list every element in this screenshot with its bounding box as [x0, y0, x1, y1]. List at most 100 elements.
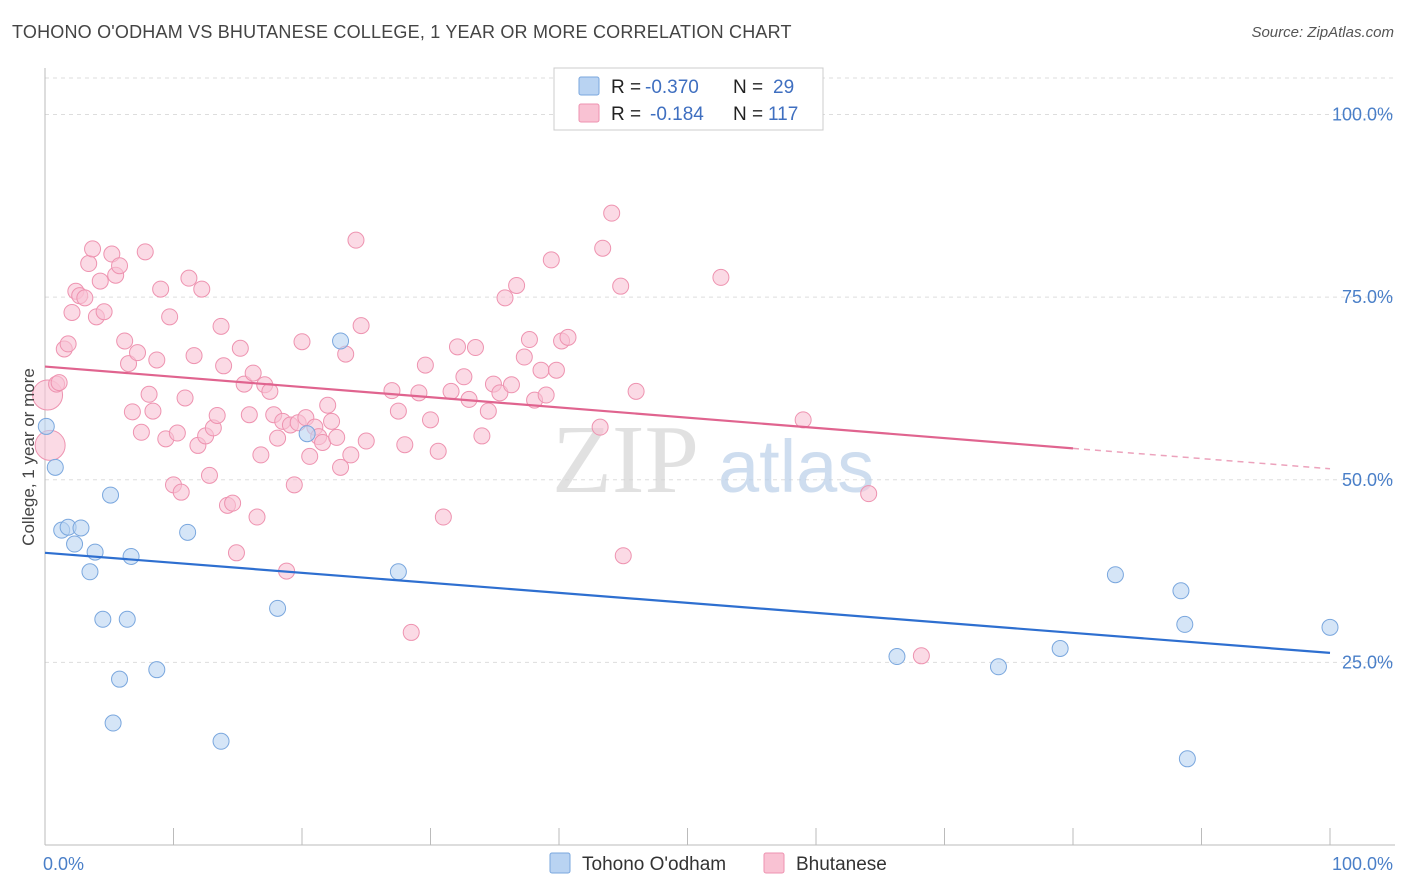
bhutanese-point-69: [323, 412, 341, 430]
bhutanese-point-112: [627, 382, 645, 400]
bhutanese-point-79: [396, 436, 414, 454]
tohono-point-13: [122, 547, 140, 565]
source-label: Source: ZipAtlas.com: [1251, 24, 1394, 41]
bhutanese-point-64: [301, 447, 319, 465]
bhutanese-point-92: [479, 402, 497, 420]
tohono-point-24: [1106, 566, 1124, 584]
bhutanese-point-107: [591, 418, 609, 436]
bhutanese-point-34: [180, 269, 198, 287]
bhutanese-point-68: [319, 396, 337, 414]
bhutanese-point-73: [342, 446, 360, 464]
chart-title: TOHONO O'ODHAM VS BHUTANESE COLLEGE, 1 Y…: [12, 22, 792, 42]
y-axis-label: College, 1 year or more: [19, 368, 38, 546]
bhutanese-point-42: [212, 317, 230, 335]
bhutanese-point-106: [559, 328, 577, 346]
legend-r-value-blue: -0.370: [645, 77, 699, 98]
tohono-point-27: [1178, 750, 1196, 768]
bhutanese-point-67: [314, 434, 332, 452]
bhutanese-point-91: [473, 427, 491, 445]
bhutanese-point-71: [332, 458, 350, 476]
bhutanese-point-17: [111, 257, 129, 275]
legend-r-value-pink: -0.184: [650, 104, 704, 125]
bottom-legend-pink-swatch: [763, 852, 785, 874]
bhutanese-point-26: [148, 351, 166, 369]
bhutanese-point-19: [120, 355, 138, 373]
bhutanese-point-3: [50, 374, 68, 392]
tohono-trend-line: [44, 551, 1331, 654]
bhutanese-point-75: [352, 317, 370, 335]
correlation-legend: R = -0.370 N = 29 R = -0.184 N = 117: [553, 67, 824, 131]
bhutanese-point-99: [520, 331, 538, 349]
bhutanese-point-90: [466, 339, 484, 357]
bhutanese-point-94: [491, 384, 509, 402]
bhutanese-trend-line: [44, 365, 1074, 450]
bottom-legend-tohono: Tohono O'odham: [582, 854, 726, 875]
tohono-point-17: [269, 599, 287, 617]
bhutanese-point-29: [161, 308, 179, 326]
bhutanese-point-6: [63, 303, 81, 321]
legend-r-label-blue: R =: [611, 77, 641, 98]
legend-pink-swatch: [578, 103, 600, 123]
legend-n-label-blue: N =: [733, 77, 763, 98]
bhutanese-point-47: [231, 339, 249, 357]
bhutanese-point-23: [136, 243, 154, 261]
tohono-point-26: [1176, 615, 1194, 633]
bhutanese-point-14: [95, 303, 113, 321]
bhutanese-point-95: [496, 289, 514, 307]
legend-n-value-pink: 117: [768, 104, 798, 125]
tohono-point-1: [46, 458, 64, 476]
tohono-point-22: [989, 658, 1007, 676]
y-tick-label-50: 50.0%: [1342, 470, 1393, 490]
bhutanese-point-43: [215, 357, 233, 375]
bhutanese-point-113: [712, 268, 730, 286]
tohono-point-8: [94, 610, 112, 628]
bhutanese-point-24: [140, 385, 158, 403]
bhutanese-point-116: [912, 647, 930, 665]
tohono-point-12: [118, 610, 136, 628]
bhutanese-point-11: [84, 240, 102, 258]
bhutanese-point-20: [123, 403, 141, 421]
watermark-atlas: atlas: [718, 425, 874, 508]
bhutanese-point-98: [515, 348, 533, 366]
bhutanese-point-81: [410, 384, 428, 402]
bhutanese-point-101: [532, 361, 550, 379]
bhutanese-point-87: [448, 338, 466, 356]
tohono-point-14: [148, 661, 166, 679]
bhutanese-point-25: [144, 402, 162, 420]
trend-lines: [44, 365, 1331, 654]
bhutanese-point-15: [103, 245, 121, 263]
bhutanese-point-49: [240, 406, 258, 424]
bhutanese-point-5: [59, 335, 77, 353]
bhutanese-point-56: [269, 429, 287, 447]
bhutanese-point-41: [208, 406, 226, 424]
bhutanese-point-76: [357, 432, 375, 450]
y-tick-label-75: 75.0%: [1342, 287, 1393, 307]
bhutanese-point-74: [347, 231, 365, 249]
bhutanese-point-88: [455, 368, 473, 386]
bhutanese-point-102: [537, 386, 555, 404]
tohono-point-5: [72, 519, 90, 537]
bhutanese-point-115: [860, 485, 878, 503]
bhutanese-point-22: [132, 423, 150, 441]
watermark-zip: ZIP: [552, 406, 699, 514]
bhutanese-point-97: [508, 276, 526, 294]
bhutanese-point-9: [76, 289, 94, 307]
tohono-point-18: [298, 425, 316, 443]
tohono-point-15: [179, 523, 197, 541]
bhutanese-point-37: [193, 280, 211, 298]
tohono-point-28: [1321, 618, 1339, 636]
bhutanese-point-1: [34, 429, 66, 461]
bhutanese-point-82: [416, 356, 434, 374]
bhutanese-point-33: [176, 389, 194, 407]
bhutanese-point-110: [612, 277, 630, 295]
bhutanese-point-62: [293, 333, 311, 351]
bhutanese-point-96: [502, 376, 520, 394]
bhutanese-point-70: [328, 428, 346, 446]
bottom-legend-bhutanese: Bhutanese: [796, 854, 887, 875]
bhutanese-points: [32, 204, 930, 665]
legend-n-label-pink: N =: [733, 104, 763, 125]
bhutanese-point-45: [224, 494, 242, 512]
tohono-point-6: [81, 563, 99, 581]
bhutanese-point-21: [129, 344, 147, 362]
bottom-legend-blue-swatch: [549, 852, 571, 874]
